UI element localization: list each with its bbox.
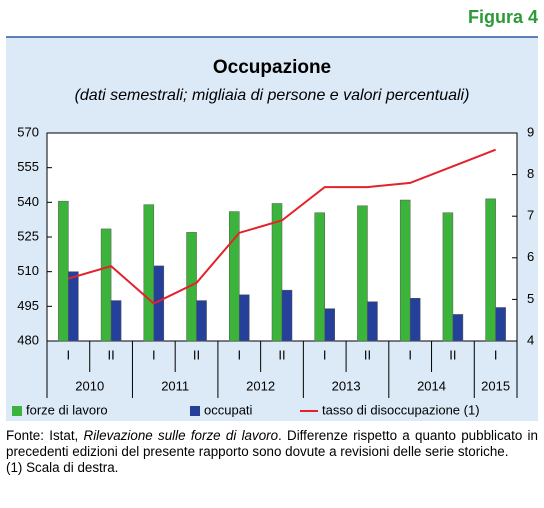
- source-title: Rilevazione sulle forze di lavoro: [83, 428, 279, 443]
- bar: [229, 211, 240, 342]
- y-tick-label: 525: [17, 228, 39, 243]
- bar: [143, 204, 155, 342]
- bar: [485, 198, 496, 342]
- bar: [442, 212, 454, 342]
- x-tick-label: II: [107, 347, 114, 362]
- bar: [314, 212, 325, 342]
- footnote: Fonte: Istat, Rilevazione sulle forze di…: [6, 428, 538, 476]
- bar: [399, 199, 411, 342]
- legend-swatch: [12, 406, 22, 416]
- x-tick-label: I: [408, 347, 412, 362]
- bar: [495, 307, 506, 342]
- x-tick-label: I: [494, 347, 498, 362]
- y-tick-label: 480: [17, 332, 39, 347]
- y2-tick-label: 4: [527, 332, 534, 347]
- bar: [68, 271, 79, 342]
- bar: [196, 300, 207, 342]
- chart-title: Occupazione: [213, 57, 331, 78]
- line: [68, 148, 496, 305]
- bar: [281, 289, 293, 342]
- x-group-label: 2011: [161, 378, 189, 393]
- x-tick-label: I: [67, 347, 71, 362]
- y2-tick-label: 5: [527, 291, 534, 306]
- x-tick-label: II: [193, 347, 200, 362]
- x-tick-label: I: [152, 347, 156, 362]
- y-tick-label: 540: [17, 194, 39, 209]
- bar: [367, 301, 378, 342]
- y-tick-label: 510: [17, 263, 39, 278]
- y-tick-label: 570: [17, 124, 39, 139]
- x-tick-label: I: [323, 347, 327, 362]
- bar: [452, 314, 464, 342]
- y-tick-label: 495: [17, 298, 39, 313]
- x-group-label: 2010: [75, 378, 104, 393]
- x-tick-label: II: [449, 347, 456, 362]
- bar: [58, 200, 69, 342]
- legend-label: forze di lavoro: [26, 402, 108, 417]
- chart: Figura 4 Occupazione (dati semestrali; m…: [6, 7, 538, 421]
- bar: [100, 228, 112, 342]
- bar: [357, 205, 368, 342]
- bar: [239, 294, 250, 342]
- x-tick-label: I: [237, 347, 241, 362]
- bar: [271, 203, 283, 342]
- bar: [324, 308, 335, 342]
- legend-label: occupati: [204, 402, 253, 417]
- x-tick-label: II: [364, 347, 371, 362]
- x-group-label: 2012: [246, 378, 275, 393]
- chart-subtitle: (dati semestrali; migliaia di persone e …: [75, 87, 470, 104]
- x-tick-label: II: [278, 347, 285, 362]
- y2-tick-label: 6: [527, 249, 534, 264]
- legend-label: tasso di disoccupazione (1): [322, 402, 480, 417]
- y-tick-label: 555: [17, 159, 39, 174]
- bar: [110, 300, 122, 342]
- source-text: . Differenze rispetto a quanto pubblicat…: [6, 428, 538, 459]
- note: (1) Scala di destra.: [6, 460, 119, 475]
- y2-tick-label: 8: [527, 166, 534, 181]
- figure-label: Figura 4: [468, 7, 538, 27]
- y2-tick-label: 7: [527, 208, 534, 223]
- bar: [409, 297, 421, 342]
- source: Fonte: Istat,: [6, 428, 84, 443]
- y2-tick-label: 9: [527, 124, 534, 139]
- x-group-label: 2014: [417, 378, 446, 393]
- x-group-label: 2015: [481, 378, 510, 393]
- x-group-label: 2013: [332, 378, 361, 393]
- legend-swatch: [190, 406, 200, 416]
